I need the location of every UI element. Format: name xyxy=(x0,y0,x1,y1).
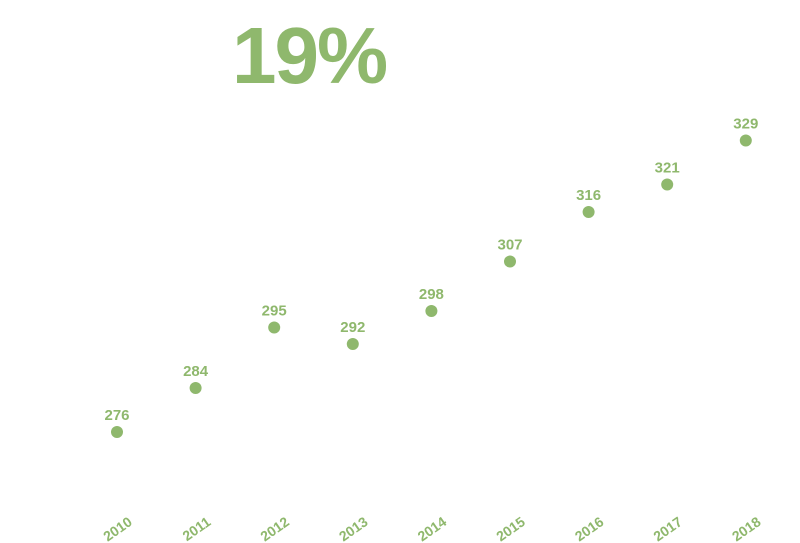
data-point-2017 xyxy=(661,178,674,191)
data-label-2014: 298 xyxy=(419,286,444,303)
data-point-2015 xyxy=(504,255,516,268)
data-label-2012: 295 xyxy=(262,303,287,320)
x-tick-label-2015: 2015 xyxy=(493,513,528,543)
data-point-2010 xyxy=(111,426,123,438)
data-label-2013: 292 xyxy=(340,319,365,336)
data-label-2016: 316 xyxy=(576,187,601,204)
x-tick-label-2010: 2010 xyxy=(100,513,135,543)
data-label-2010: 276 xyxy=(104,407,129,424)
x-tick-label-2014: 2014 xyxy=(415,513,450,543)
data-points xyxy=(111,134,752,438)
headline-percent: 19% xyxy=(232,11,388,100)
data-label-2018: 329 xyxy=(733,116,758,133)
x-axis-tick-labels: 2010 2011 2012 2013 2014 2015 2016 2017 2018 xyxy=(100,513,764,543)
data-point-2016 xyxy=(582,206,595,218)
data-label-2017: 321 xyxy=(655,160,680,177)
x-tick-label-2017: 2017 xyxy=(650,513,685,543)
data-point-2011 xyxy=(189,382,202,394)
data-labels: 276 284 295 292 298 307 316 321 329 xyxy=(104,116,758,425)
data-point-2018 xyxy=(739,134,752,147)
x-tick-label-2016: 2016 xyxy=(572,513,607,543)
data-point-2012 xyxy=(268,321,281,334)
x-tick-label-2011: 2011 xyxy=(179,513,213,543)
data-point-2014 xyxy=(425,305,438,317)
data-label-2011: 284 xyxy=(183,363,209,380)
x-tick-label-2013: 2013 xyxy=(336,513,371,543)
data-label-2015: 307 xyxy=(497,237,522,254)
x-tick-label-2012: 2012 xyxy=(257,513,292,543)
x-tick-label-2018: 2018 xyxy=(729,513,764,543)
data-point-2013 xyxy=(346,338,359,350)
